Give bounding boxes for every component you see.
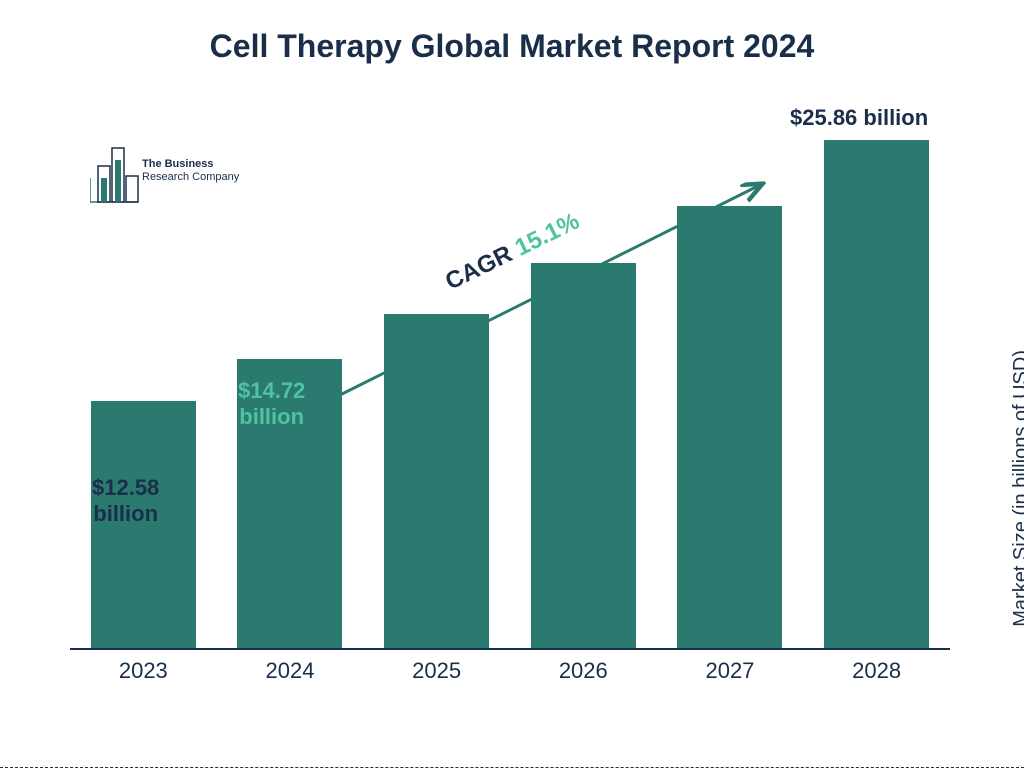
bar-slot: 2028 [804,140,950,648]
bar [824,140,929,648]
x-tick-label: 2024 [266,658,315,684]
bar [384,314,489,648]
bar-slot: 2025 [364,314,510,648]
bars-container: 202320242025202620272028 [70,108,950,648]
value-label: $12.58billion [92,475,159,528]
x-tick-label: 2026 [559,658,608,684]
value-label: $25.86 billion [790,105,928,131]
x-tick-label: 2028 [852,658,901,684]
bar [677,206,782,648]
bar-slot: 2026 [510,263,656,648]
bar [531,263,636,648]
chart-title: Cell Therapy Global Market Report 2024 [0,28,1024,65]
x-tick-label: 2027 [705,658,754,684]
value-label: $14.72billion [238,378,305,431]
x-tick-label: 2023 [119,658,168,684]
x-axis-line [70,648,950,650]
bar-slot: 2027 [657,206,803,648]
y-axis-label: Market Size (in billions of USD) [1010,350,1024,627]
x-tick-label: 2025 [412,658,461,684]
chart-area: 202320242025202620272028 [70,100,950,690]
